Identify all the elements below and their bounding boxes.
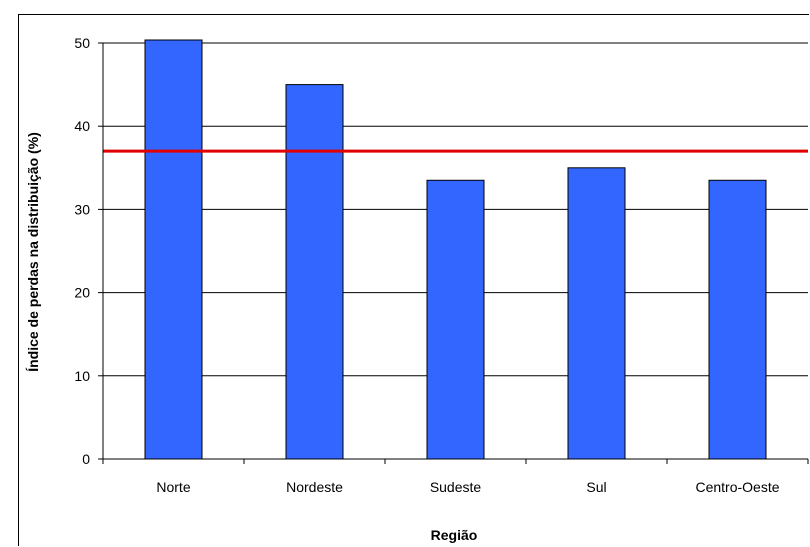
bar-norte (144, 39, 203, 460)
y-tick-labels: 0 10 20 30 40 50 (74, 35, 90, 467)
y-tick-label: 30 (74, 201, 90, 217)
x-tick-label: Sudeste (430, 479, 482, 495)
y-tick-label: 40 (74, 118, 90, 134)
x-tick-label: Norte (156, 479, 190, 495)
bars (144, 39, 767, 460)
x-tick-label: Sul (586, 479, 606, 495)
x-tick-label: Nordeste (286, 479, 343, 495)
bar-nordeste (285, 84, 344, 460)
y-tick-label: 20 (74, 285, 90, 301)
y-tick-label: 0 (82, 451, 90, 467)
x-tick-labels: Norte Nordeste Sudeste Sul Centro-Oeste (156, 479, 779, 495)
y-tick-label: 50 (74, 35, 90, 51)
y-axis-title: Índice de perdas na distribuição (%) (25, 132, 41, 372)
y-tick-label: 10 (74, 368, 90, 384)
x-axis-title: Região (431, 527, 478, 543)
x-tick-label: Centro-Oeste (695, 479, 779, 495)
bar-sul (567, 167, 626, 460)
chart-frame (18, 14, 809, 546)
axes (98, 42, 809, 464)
bar-centro-oeste (708, 179, 767, 460)
bar-sudeste (426, 179, 485, 460)
